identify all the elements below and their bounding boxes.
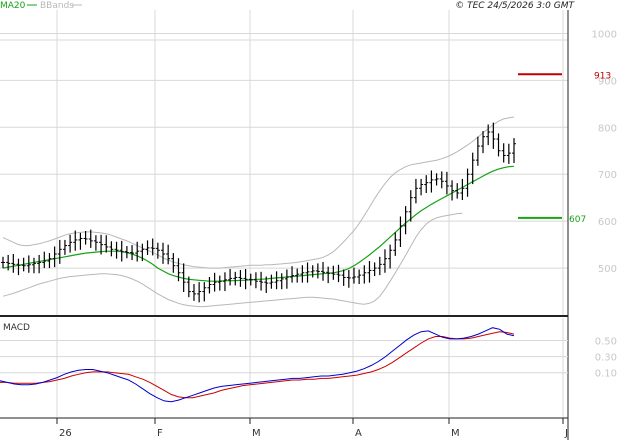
price-y-tick-label: 900 [598, 76, 617, 87]
price-panel: 1000 900 800 700 600 500 913 607 [0, 10, 617, 315]
copyright-text: © TEC 24/5/2026 3:0 GMT [455, 1, 575, 11]
x-tick-label: 26 [59, 428, 72, 439]
price-y-tick-label: 500 [598, 264, 617, 275]
ohlc-bars [1, 122, 516, 303]
price-y-axis: 1000 900 800 700 600 500 [592, 29, 617, 275]
macd-y-tick-label: 0.10 [595, 369, 617, 380]
legend-ma20: MA20 [0, 1, 26, 11]
macd-signal-line [0, 331, 515, 399]
x-tick-label: J [564, 428, 568, 439]
ma20-line [2, 165, 515, 282]
price-y-tick-label: 700 [598, 170, 617, 181]
price-y-tick-label: 600 [598, 217, 617, 228]
x-axis: 26 F M A M J [56, 418, 568, 439]
macd-panel: 0.50 0.30 0.10 MACD [0, 318, 617, 417]
macd-grid [0, 318, 568, 417]
support-label: 607 [569, 215, 586, 225]
price-grid [0, 10, 568, 315]
legend: MA20 BBands [0, 1, 82, 11]
x-tick-label: A [355, 428, 362, 439]
resistance-label: 913 [594, 71, 611, 81]
x-tick-label: F [157, 428, 163, 439]
macd-y-axis: 0.50 0.30 0.10 [595, 337, 617, 380]
macd-y-tick-label: 0.30 [595, 353, 617, 364]
x-tick-label: M [252, 428, 261, 439]
bbands-upper-line [2, 116, 515, 269]
bbands-lower-line [2, 212, 463, 308]
macd-title: MACD [3, 323, 30, 333]
price-y-tick-label: 800 [598, 123, 617, 134]
macd-y-tick-label: 0.50 [595, 337, 617, 348]
x-tick-label: M [451, 428, 460, 439]
price-y-tick-label: 1000 [592, 29, 617, 40]
macd-line [0, 327, 515, 403]
legend-bbands: BBands [40, 1, 74, 11]
